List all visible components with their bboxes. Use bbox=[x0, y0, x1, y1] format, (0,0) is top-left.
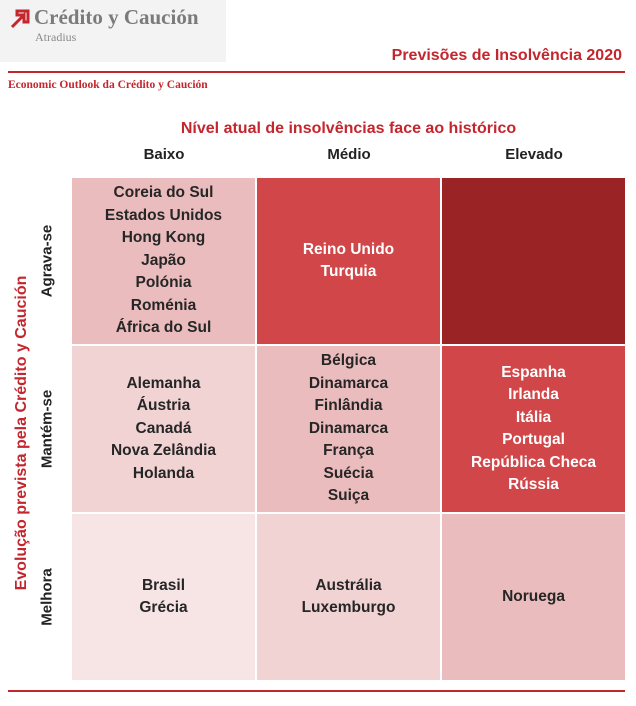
x-axis-title: Nível atual de insolvências face ao hist… bbox=[180, 120, 517, 137]
country-label: Espanha bbox=[501, 363, 566, 381]
matrix-cell: Brasil Grécia bbox=[72, 514, 255, 680]
y-axis-title: Evolução prevista pela Crédito y Caución bbox=[13, 275, 30, 591]
country-list: Noruega bbox=[502, 586, 565, 609]
country-list: Alemanha Áustria Canadá Nova Zelândia Holand… bbox=[111, 373, 216, 486]
country-label: Dinamarca bbox=[308, 374, 389, 392]
top-divider bbox=[8, 71, 625, 73]
outlook-subtitle: Economic Outlook da Crédito y Caución bbox=[8, 79, 208, 91]
row-header-stable: Mantém-se bbox=[38, 389, 56, 469]
country-label: Suécia bbox=[323, 464, 374, 482]
column-header-high: Elevado bbox=[505, 146, 563, 163]
country-label: Finlândia bbox=[314, 397, 383, 415]
country-label: Dinamarca bbox=[308, 419, 389, 437]
column-header-medium: Médio bbox=[327, 146, 371, 163]
country-label: República Checa bbox=[471, 453, 596, 471]
country-list: Bélgica Dinamarca Finlândia Dinamarca França… bbox=[309, 350, 388, 508]
country-list: Coreia do Sul Estados Unidos Hong Kong Japã… bbox=[105, 182, 222, 340]
country-label: Nova Zelândia bbox=[110, 442, 217, 460]
country-label: Coreia do Sul bbox=[113, 184, 214, 202]
report-title: Previsões de Insolvência 2020 bbox=[391, 47, 622, 64]
country-label: Alemanha bbox=[126, 374, 201, 392]
bottom-divider bbox=[8, 690, 625, 692]
country-label: Austrália bbox=[315, 576, 382, 594]
country-label: Hong Kong bbox=[121, 229, 206, 247]
matrix-cell: Espanha Irlanda Itália Portugal República Ch… bbox=[442, 346, 625, 512]
country-label: Portugal bbox=[502, 431, 565, 448]
country-label: Itália bbox=[515, 408, 552, 426]
matrix-cell: Noruega bbox=[442, 514, 625, 680]
matrix-cell: Reino Unido Turquia bbox=[257, 178, 440, 344]
country-label: Suiça bbox=[327, 487, 370, 505]
country-label: Bélgica bbox=[320, 352, 377, 370]
logo-subtitle: Atradius bbox=[35, 30, 77, 44]
country-label: Estados Unidos bbox=[104, 206, 223, 224]
country-label: Reino Unido bbox=[302, 240, 395, 258]
country-list: Espanha Irlanda Itália Portugal República Ch… bbox=[471, 362, 596, 497]
country-label: Grécia bbox=[139, 599, 188, 616]
country-label: África do Sul bbox=[115, 319, 212, 337]
insolvency-matrix: Coreia do Sul Estados Unidos Hong Kong Japã… bbox=[72, 178, 625, 680]
matrix-cell: Bélgica Dinamarca Finlândia Dinamarca França… bbox=[257, 346, 440, 512]
matrix-cell: Austrália Luxemburgo bbox=[257, 514, 440, 680]
row-header-improves: Melhora bbox=[38, 568, 56, 626]
country-label: Turquia bbox=[320, 263, 377, 280]
country-label: Irlanda bbox=[508, 386, 559, 403]
matrix-cell: Coreia do Sul Estados Unidos Hong Kong Japã… bbox=[72, 178, 255, 344]
country-label: Rússia bbox=[508, 476, 559, 493]
column-header-low: Baixo bbox=[143, 146, 185, 163]
row-header-worsens: Agrava-se bbox=[38, 224, 56, 298]
country-list: Reino Unido Turquia bbox=[303, 239, 394, 284]
country-label: Polónia bbox=[135, 274, 192, 292]
logo: Crédito y Caución Atradius bbox=[0, 0, 226, 62]
matrix-cell: Alemanha Áustria Canadá Nova Zelândia Holand… bbox=[72, 346, 255, 512]
country-label: Luxemburgo bbox=[301, 599, 396, 616]
country-label: França bbox=[323, 442, 374, 460]
matrix-cell bbox=[442, 178, 625, 344]
country-list: Austrália Luxemburgo bbox=[302, 575, 396, 620]
logo-name: Crédito y Caución bbox=[34, 5, 199, 29]
country-label: Áustria bbox=[136, 397, 191, 415]
logo-arrow-icon bbox=[10, 9, 30, 29]
country-list: Brasil Grécia bbox=[139, 575, 187, 620]
country-label: Roménia bbox=[130, 296, 197, 314]
country-label: Brasil bbox=[141, 576, 186, 594]
country-label: Noruega bbox=[502, 587, 565, 605]
country-label: Japão bbox=[141, 251, 186, 269]
country-label: Canadá bbox=[135, 419, 192, 437]
country-label: Holanda bbox=[132, 464, 195, 482]
